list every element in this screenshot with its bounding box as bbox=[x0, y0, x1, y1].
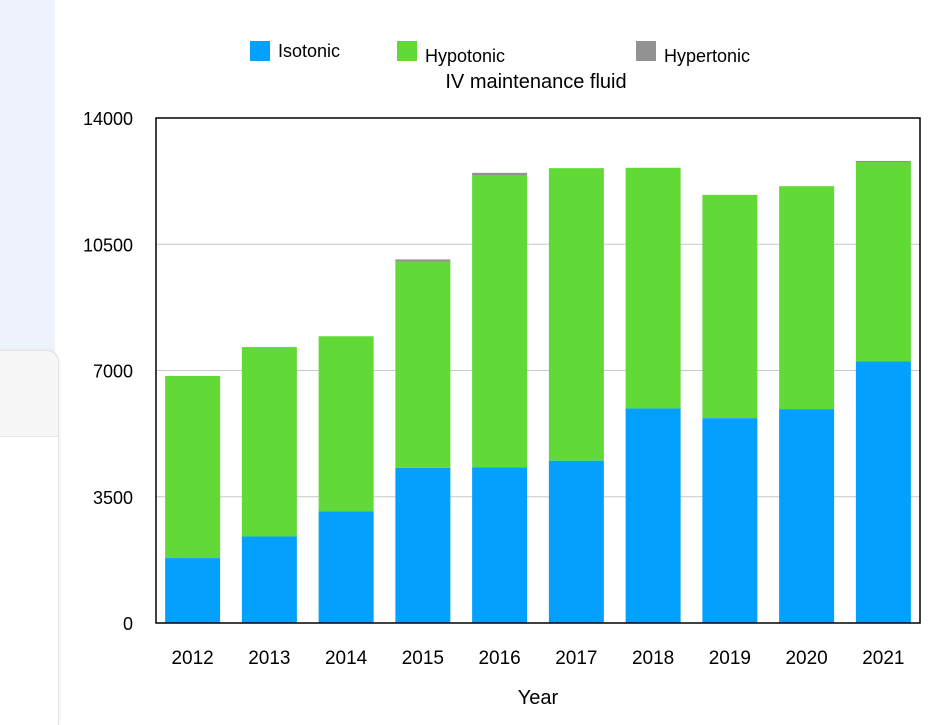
legend-label-hypertonic: Hypertonic bbox=[664, 46, 750, 66]
bar-hypertonic-2016 bbox=[472, 172, 528, 176]
x-tick-label: 2014 bbox=[325, 648, 368, 669]
x-axis-ticks: 2012 2013 2014 2015 2016 2017 2018 2019 2020 2021 bbox=[171, 648, 904, 669]
x-axis-label: Year bbox=[518, 687, 559, 709]
bar-hypotonic-2019 bbox=[702, 194, 758, 419]
y-tick-label: 0 bbox=[123, 614, 133, 634]
bar-isotonic-2020 bbox=[779, 409, 835, 623]
side-card-lower bbox=[0, 437, 58, 725]
bar-hypotonic-2014 bbox=[318, 336, 374, 512]
bar-isotonic-2019 bbox=[702, 418, 758, 623]
legend-swatch-hypotonic bbox=[397, 41, 417, 61]
y-tick-label: 14000 bbox=[83, 109, 133, 129]
bar-isotonic-2015 bbox=[395, 467, 451, 623]
x-tick-label: 2012 bbox=[171, 648, 213, 669]
y-tick-label: 3500 bbox=[93, 488, 133, 508]
bar-hypotonic-2021 bbox=[855, 162, 911, 362]
x-tick-label: 2015 bbox=[402, 648, 444, 669]
plot-frame bbox=[155, 117, 921, 624]
chart-legend: Isotonic Hypotonic Hypertonic bbox=[250, 41, 750, 66]
bar-hypotonic-2016 bbox=[472, 175, 528, 468]
bar-hypotonic-2020 bbox=[779, 186, 835, 410]
x-tick-label: 2019 bbox=[709, 648, 751, 669]
bar-isotonic-2013 bbox=[241, 536, 297, 623]
bar-hypotonic-2013 bbox=[241, 347, 297, 537]
bar-hypotonic-2015 bbox=[395, 261, 451, 468]
bar-hypotonic-2018 bbox=[625, 167, 681, 409]
bar-isotonic-2018 bbox=[625, 408, 681, 623]
x-tick-label: 2016 bbox=[478, 648, 520, 669]
bar-isotonic-2021 bbox=[855, 361, 911, 623]
legend-label-isotonic: Isotonic bbox=[278, 41, 340, 61]
bar-isotonic-2012 bbox=[165, 558, 221, 623]
legend-swatch-isotonic bbox=[250, 41, 270, 61]
chart-bars bbox=[165, 160, 911, 623]
bar-hypertonic-2021 bbox=[855, 160, 911, 163]
x-tick-label: 2021 bbox=[862, 648, 904, 669]
legend-label-hypotonic: Hypotonic bbox=[425, 46, 505, 66]
chart-title: IV maintenance fluid bbox=[445, 71, 626, 93]
bar-hypotonic-2012 bbox=[165, 375, 221, 559]
x-tick-label: 2020 bbox=[785, 648, 827, 669]
y-tick-label: 10500 bbox=[83, 235, 133, 255]
side-card-divider bbox=[0, 436, 58, 437]
x-tick-label: 2018 bbox=[632, 648, 674, 669]
side-card bbox=[0, 350, 59, 725]
legend-swatch-hypertonic bbox=[636, 41, 656, 61]
bar-isotonic-2014 bbox=[318, 511, 374, 623]
x-tick-label: 2017 bbox=[555, 648, 597, 669]
bar-isotonic-2017 bbox=[548, 460, 604, 623]
x-tick-label: 2013 bbox=[248, 648, 290, 669]
y-tick-label: 7000 bbox=[93, 362, 133, 382]
bar-hypertonic-2015 bbox=[395, 259, 451, 262]
bar-hypotonic-2017 bbox=[548, 168, 604, 461]
bar-isotonic-2016 bbox=[472, 467, 528, 623]
y-axis-ticks: 0 3500 7000 10500 14000 bbox=[83, 109, 133, 634]
